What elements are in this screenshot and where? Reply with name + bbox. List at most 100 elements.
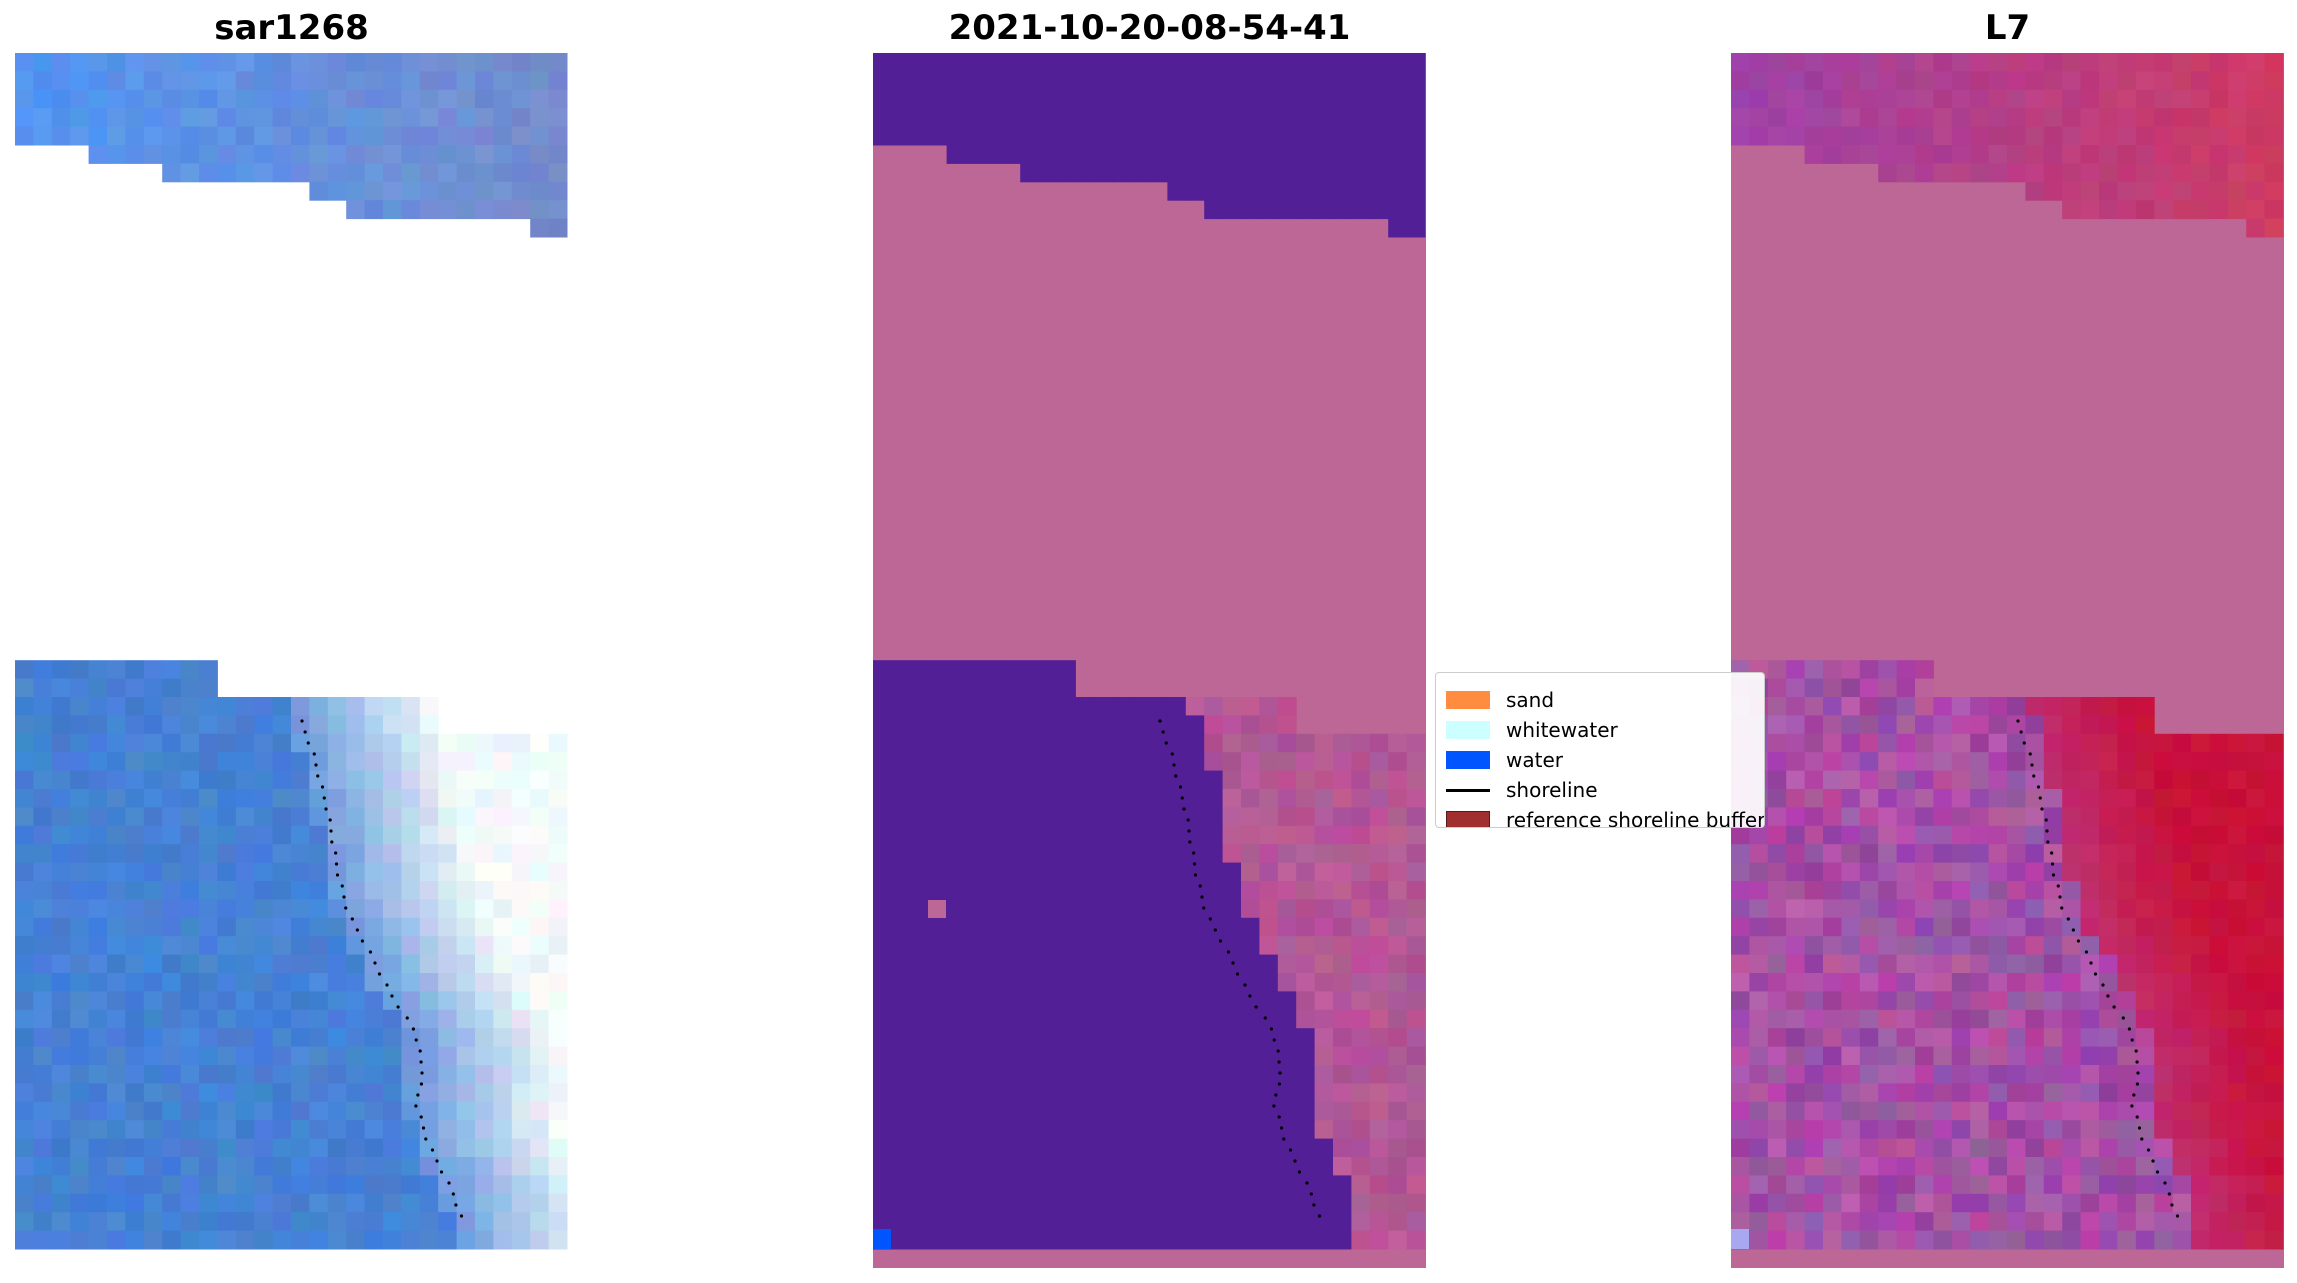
rgb-pixel [254, 881, 274, 900]
mndwi-pixel [1823, 1193, 1842, 1213]
rgb-pixel [475, 917, 494, 937]
rgb-pixel [419, 53, 439, 72]
mndwi-pixel [2246, 917, 2266, 937]
mndwi-pixel [2062, 1009, 2082, 1029]
mndwi-pixel [1970, 954, 1990, 974]
rgb-pixel [15, 108, 34, 128]
rgb-pixel [346, 973, 366, 992]
mndwi-pixel [2154, 126, 2174, 146]
class-pixel [983, 660, 1003, 680]
mndwi-pixel [1767, 881, 1787, 900]
rgb-pixel [70, 660, 90, 680]
mndwi-pixel [1767, 770, 1787, 790]
class-pixel [1075, 973, 1095, 992]
class-pixel [1241, 181, 1260, 201]
rgb-pixel [511, 1138, 531, 1158]
class-pixel [1314, 770, 1334, 790]
rgb-pixel [272, 899, 292, 919]
class-pixel [1388, 917, 1408, 937]
rgb-pixel [548, 1009, 568, 1029]
class-pixel [928, 126, 948, 146]
rgb-pixel [70, 1120, 90, 1140]
rgb-pixel [530, 200, 550, 220]
mndwi-pixel [2043, 715, 2063, 735]
rgb-pixel [272, 1046, 292, 1066]
class-pixel [1351, 752, 1371, 772]
rgb-pixel [291, 789, 310, 808]
rgb-pixel [125, 991, 145, 1011]
mndwi-pixel [2246, 954, 2266, 974]
class-pixel [965, 825, 984, 845]
mndwi-pixel [2025, 1083, 2045, 1103]
rgb-pixel [548, 89, 568, 109]
rgb-pixel [327, 1065, 347, 1084]
rgb-pixel [180, 163, 200, 183]
shoreline-point [1274, 1093, 1278, 1097]
mndwi-pixel [1749, 1065, 1769, 1084]
class-pixel [1259, 1101, 1279, 1121]
rgb-pixel [548, 145, 568, 164]
mndwi-pixel [2135, 1230, 2155, 1250]
rgb-pixel [346, 789, 366, 808]
class-pixel [1185, 1138, 1205, 1158]
mndwi-pixel [1970, 1028, 1990, 1048]
mndwi-pixel [1859, 145, 1879, 164]
class-pixel [1296, 1138, 1316, 1158]
mndwi-pixel [1951, 1065, 1971, 1084]
class-pixel [1112, 899, 1132, 919]
mndwi-pixel [1823, 1120, 1842, 1140]
rgb-pixel [493, 181, 513, 201]
mndwi-pixel [2062, 917, 2082, 937]
mndwi-pixel [1767, 678, 1787, 698]
class-pixel [1020, 1028, 1040, 1048]
class-pixel [1038, 1157, 1058, 1176]
rgb-pixel [15, 1212, 34, 1232]
class-pixel [1388, 1157, 1408, 1176]
mndwi-pixel [1786, 715, 1806, 735]
rgb-pixel [272, 954, 292, 974]
class-pixel [1167, 108, 1187, 128]
mndwi-pixel [2209, 807, 2229, 827]
mndwi-pixel [2209, 752, 2229, 772]
legend-item-shoreline: shoreline [1446, 777, 1598, 803]
class-pixel [1001, 1175, 1021, 1195]
rgb-pixel [162, 991, 182, 1011]
mndwi-pixel [1859, 53, 1879, 72]
mndwi-pixel [2264, 770, 2284, 790]
rgb-pixel [199, 789, 218, 808]
rgb-pixel [438, 733, 458, 753]
class-pixel [1112, 1083, 1132, 1103]
class-pixel [1057, 752, 1076, 772]
rgb-pixel [254, 1157, 274, 1176]
class-pixel [965, 678, 984, 698]
mndwi-pixel [2007, 697, 2026, 716]
rgb-pixel [475, 1193, 494, 1213]
rgb-pixel [401, 108, 421, 128]
class-pixel [1241, 825, 1260, 845]
rgb-pixel [511, 181, 531, 201]
mndwi-pixel [2007, 71, 2026, 91]
mndwi-pixel [1951, 715, 1971, 735]
rgb-pixel [162, 881, 182, 900]
rgb-pixel [419, 1065, 439, 1084]
class-pixel [1351, 181, 1371, 201]
mndwi-pixel [1933, 108, 1953, 128]
shoreline-point [1226, 950, 1231, 954]
shoreline-point [2028, 752, 2032, 756]
rgb-pixel [70, 1101, 90, 1121]
rgb-pixel [327, 899, 347, 919]
rgb-pixel [346, 89, 366, 109]
mndwi-pixel [2007, 1138, 2026, 1158]
rgb-pixel [530, 1009, 550, 1029]
rgb-pixel [235, 71, 255, 91]
rgb-pixel [511, 1065, 531, 1084]
mndwi-pixel [2172, 1212, 2192, 1232]
class-pixel [1333, 1101, 1352, 1121]
rgb-pixel [383, 1120, 402, 1140]
mndwi-pixel [2227, 1101, 2247, 1121]
mndwi-pixel [2099, 1009, 2118, 1029]
class-pixel [1167, 71, 1187, 91]
class-pixel [891, 108, 911, 128]
mndwi-pixel [2080, 917, 2100, 937]
class-pixel [983, 973, 1003, 992]
